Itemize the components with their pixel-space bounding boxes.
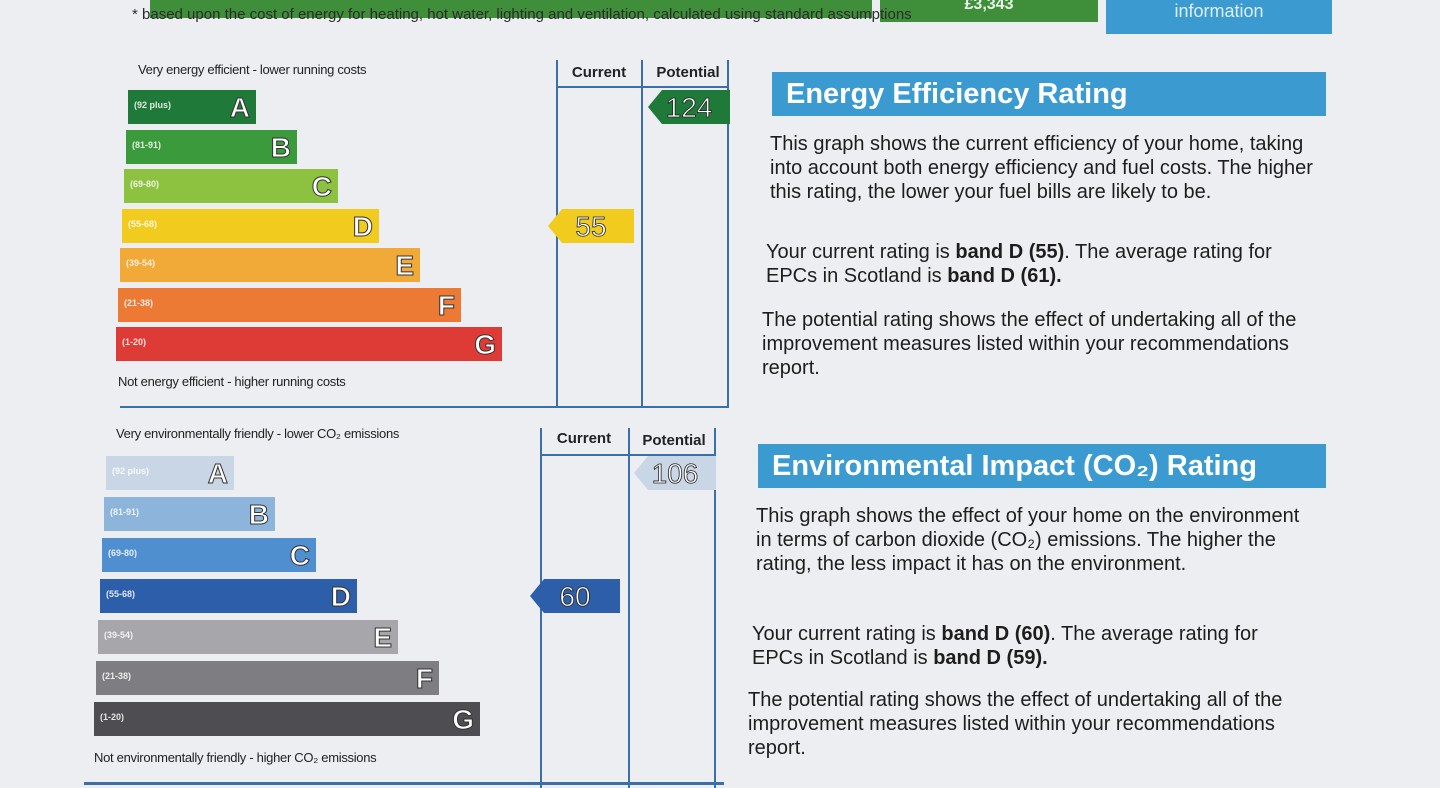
co2-panel-paragraph-3: The potential rating shows the effect of… xyxy=(748,689,1283,759)
energy-bottom-rule xyxy=(120,406,729,408)
co2-panel-paragraph-2: Your current rating is band D (60). The … xyxy=(752,622,1312,670)
co2-band-g-letter: G xyxy=(452,704,475,736)
top-cost-cell: £3,343 xyxy=(880,0,1098,22)
co2-current-header: Current xyxy=(556,430,612,447)
co2-top-label: Very environmentally friendly - lower CO… xyxy=(116,426,400,441)
energy-band-e-range: (39-54) xyxy=(126,258,156,268)
co2-band-f: (21-38) F xyxy=(96,661,439,695)
co2-band-c-range: (69-80) xyxy=(108,548,138,558)
co2-band-a-range: (92 plus) xyxy=(112,466,150,476)
co2-band-b-letter: B xyxy=(248,499,269,531)
energy-band-g-letter: G xyxy=(474,329,497,361)
co2-band-d-range: (55-68) xyxy=(106,589,136,599)
energy-band-d-letter: D xyxy=(352,210,373,242)
footnote: * based upon the cost of energy for heat… xyxy=(132,6,912,23)
co2-band-g-range: (1-20) xyxy=(100,712,125,722)
co2-band-e-range: (39-54) xyxy=(104,630,134,640)
energy-band-g: (1-20) G xyxy=(116,327,502,361)
co2-band-c: (69-80) C xyxy=(102,538,316,572)
co2-potential-rating-value: 106 xyxy=(651,458,699,490)
co2-p2-text-a: Your current rating is xyxy=(752,623,942,645)
energy-panel-paragraph-3: The potential rating shows the effect of… xyxy=(762,309,1297,379)
co2-bottom-rule xyxy=(84,782,724,785)
co2-band-e: (39-54) E xyxy=(98,620,398,654)
energy-band-d-range: (55-68) xyxy=(128,218,158,229)
co2-band-b-range: (81-91) xyxy=(110,507,140,517)
co2-p2-current-band: band D (60) xyxy=(941,623,1051,645)
energy-band-a: (92 plus) A xyxy=(128,90,256,124)
co2-band-e-letter: E xyxy=(373,622,393,654)
energy-top-label: Very energy efficient - lower running co… xyxy=(138,62,367,77)
energy-current-rating-arrow: 55 xyxy=(548,208,634,243)
energy-header-rule xyxy=(556,86,729,88)
energy-current-header: Current xyxy=(571,64,627,81)
co2-panel-title: Environmental Impact (CO₂) Rating xyxy=(758,444,1326,488)
co2-p2-average-band: band D (59). xyxy=(933,647,1048,669)
co2-band-g: (1-20) G xyxy=(94,702,480,736)
energy-panel-title: Energy Efficiency Rating xyxy=(772,72,1326,116)
energy-band-a-letter: A xyxy=(229,92,250,124)
energy-p2-average-band: band D (61). xyxy=(947,265,1062,287)
energy-potential-rating-arrow: 124 xyxy=(648,90,730,124)
co2-potential-header: Potential xyxy=(642,432,706,449)
co2-header-rule xyxy=(540,454,716,456)
co2-p2-text-c: . The average rating for EPCs in Scotlan… xyxy=(752,623,1258,669)
top-information-cell: information xyxy=(1106,0,1332,34)
energy-panel-paragraph-1: This graph shows the current efficiency … xyxy=(770,133,1313,203)
energy-band-c-range: (69-80) xyxy=(130,179,160,189)
co2-band-d: (55-68) D xyxy=(100,579,357,613)
co2-panel-paragraph-1: This graph shows the effect of your home… xyxy=(756,505,1300,575)
energy-band-d: (55-68) D xyxy=(122,208,379,243)
co2-current-rating-arrow: 60 xyxy=(530,579,620,613)
energy-band-g-range: (1-20) xyxy=(122,337,147,347)
co2-impact-chart: Very environmentally friendly - lower CO… xyxy=(94,426,716,788)
top-green-strip xyxy=(150,0,872,18)
co2-band-d-letter: D xyxy=(330,581,351,613)
top-cost-text: £3,343 xyxy=(964,0,1014,13)
co2-col-divider-right xyxy=(714,428,716,788)
energy-band-b-letter: B xyxy=(270,131,291,163)
co2-band-c-letter: C xyxy=(289,540,310,572)
co2-potential-rating-arrow: 106 xyxy=(634,456,716,490)
energy-p2-text-a: Your current rating is xyxy=(766,241,956,263)
energy-current-rating-value: 55 xyxy=(575,210,607,242)
energy-bottom-label: Not energy efficient - higher running co… xyxy=(118,374,346,389)
energy-band-b: (81-91) B xyxy=(126,129,297,164)
energy-band-c: (69-80) C xyxy=(124,169,338,203)
footnote-text: based upon the cost of energy for heatin… xyxy=(142,6,912,23)
energy-band-f: (21-38) F xyxy=(118,287,461,322)
co2-band-f-range: (21-38) xyxy=(102,671,132,681)
energy-col-divider-right xyxy=(727,60,729,408)
co2-current-rating-value: 60 xyxy=(559,581,591,613)
energy-potential-header: Potential xyxy=(656,64,720,81)
energy-band-a-range: (92 plus) xyxy=(134,100,172,110)
energy-p2-current-band: band D (55) xyxy=(955,241,1065,263)
co2-band-b: (81-91) B xyxy=(104,497,275,531)
energy-band-f-range: (21-38) xyxy=(124,297,154,308)
energy-panel-paragraph-2: Your current rating is band D (55). The … xyxy=(766,240,1326,288)
energy-col-divider-mid xyxy=(641,60,643,408)
co2-band-f-letter: F xyxy=(415,663,433,695)
co2-band-a: (92 plus) A xyxy=(106,456,234,490)
energy-band-b-range: (81-91) xyxy=(132,139,162,150)
co2-bottom-label: Not environmentally friendly - higher CO… xyxy=(94,750,377,765)
energy-p2-text-c: . The average rating for EPCs in Scotlan… xyxy=(766,241,1272,287)
co2-band-a-letter: A xyxy=(207,458,228,490)
energy-band-e-letter: E xyxy=(395,250,415,282)
co2-col-divider-mid xyxy=(628,428,630,788)
top-bar: £3,343 information xyxy=(0,0,1440,34)
energy-potential-rating-value: 124 xyxy=(665,92,713,124)
energy-band-c-letter: C xyxy=(311,171,332,203)
energy-band-f-letter: F xyxy=(437,289,455,321)
energy-efficiency-chart: Very energy efficient - lower running co… xyxy=(0,0,740,420)
energy-band-e: (39-54) E xyxy=(120,248,420,282)
top-information-text: information xyxy=(1174,1,1264,21)
